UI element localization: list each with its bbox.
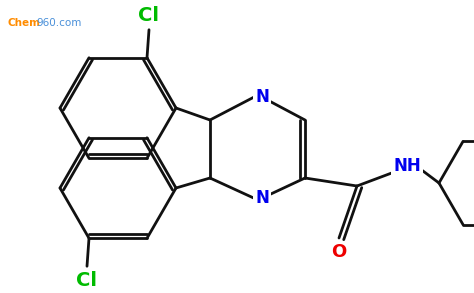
- Text: Cl: Cl: [76, 271, 98, 290]
- Text: N: N: [255, 88, 269, 106]
- Text: NH: NH: [393, 157, 421, 175]
- Text: 960.com: 960.com: [36, 18, 82, 28]
- Text: O: O: [331, 243, 346, 261]
- Text: N: N: [255, 189, 269, 207]
- Text: Chem: Chem: [8, 18, 41, 28]
- Text: Cl: Cl: [138, 6, 159, 25]
